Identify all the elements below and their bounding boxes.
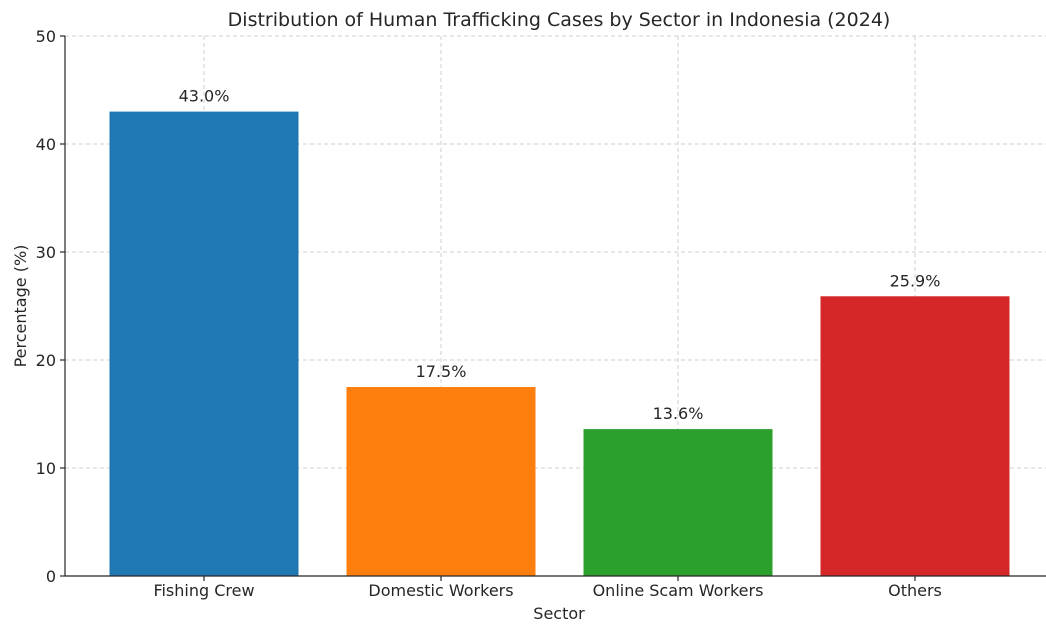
bars <box>109 111 1010 576</box>
bar-value-label: 43.0% <box>179 87 230 106</box>
bar <box>346 387 536 576</box>
y-tick-label: 50 <box>36 27 56 46</box>
x-tick-label: Fishing Crew <box>153 581 254 600</box>
labels: 0 10 20 30 40 50 43.0% Fishing Crew 17.5% Domesti… <box>36 27 942 600</box>
y-tick-label: 20 <box>36 351 56 370</box>
y-tick-label: 30 <box>36 243 56 262</box>
axes <box>60 35 1046 581</box>
bar-value-label: 13.6% <box>653 404 704 423</box>
bar-value-label: 17.5% <box>416 362 467 381</box>
y-axis-label: Percentage (%) <box>11 245 30 368</box>
bar <box>583 429 773 576</box>
x-tick-label: Domestic Workers <box>368 581 513 600</box>
bar <box>820 296 1010 576</box>
y-tick-label: 10 <box>36 459 56 478</box>
x-axis-label: Sector <box>533 604 585 623</box>
bar <box>109 111 299 576</box>
x-tick-label: Online Scam Workers <box>593 581 764 600</box>
chart-title: Distribution of Human Trafficking Cases … <box>228 9 891 31</box>
y-tick-label: 0 <box>46 567 56 586</box>
x-tick-label: Others <box>888 581 942 600</box>
bar-value-label: 25.9% <box>890 271 941 290</box>
y-tick-label: 40 <box>36 135 56 154</box>
